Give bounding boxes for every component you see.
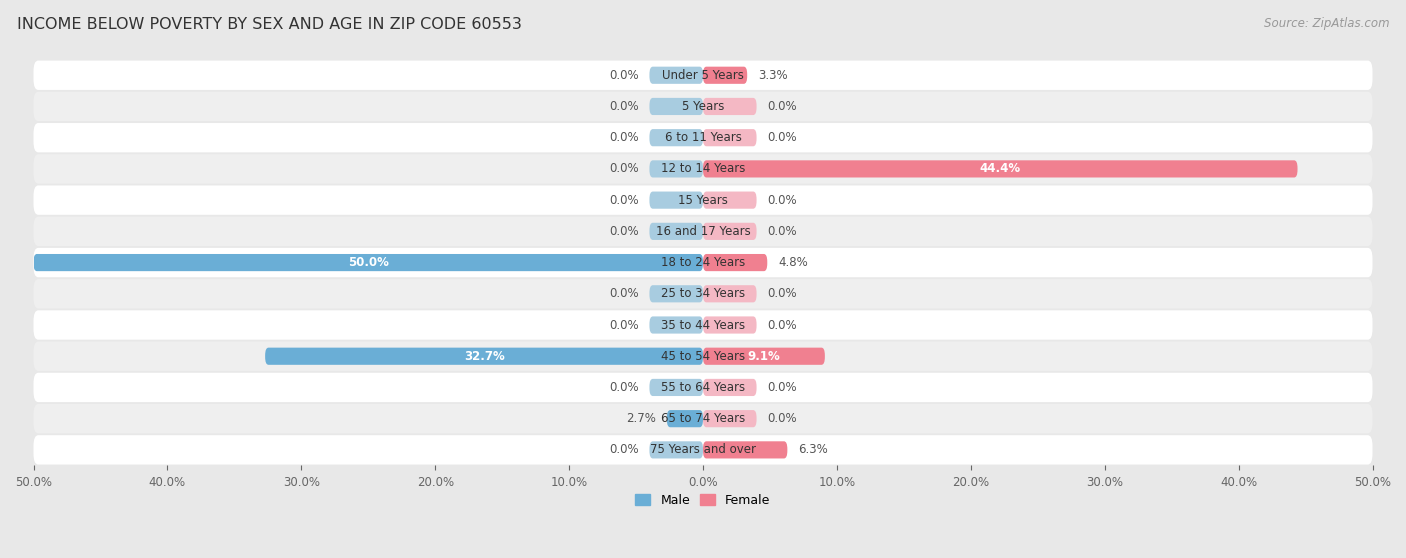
Text: 9.1%: 9.1% <box>748 350 780 363</box>
FancyBboxPatch shape <box>34 254 703 271</box>
Text: 0.0%: 0.0% <box>609 194 638 206</box>
Text: 15 Years: 15 Years <box>678 194 728 206</box>
Text: 50.0%: 50.0% <box>347 256 388 269</box>
Text: 45 to 54 Years: 45 to 54 Years <box>661 350 745 363</box>
Text: 0.0%: 0.0% <box>768 412 797 425</box>
Text: 0.0%: 0.0% <box>609 444 638 456</box>
Text: 12 to 14 Years: 12 to 14 Years <box>661 162 745 175</box>
FancyBboxPatch shape <box>703 160 1298 177</box>
FancyBboxPatch shape <box>703 379 756 396</box>
Text: 35 to 44 Years: 35 to 44 Years <box>661 319 745 331</box>
FancyBboxPatch shape <box>650 316 703 334</box>
Text: INCOME BELOW POVERTY BY SEX AND AGE IN ZIP CODE 60553: INCOME BELOW POVERTY BY SEX AND AGE IN Z… <box>17 17 522 32</box>
Text: 2.7%: 2.7% <box>626 412 657 425</box>
FancyBboxPatch shape <box>34 404 1372 434</box>
Text: 5 Years: 5 Years <box>682 100 724 113</box>
Text: 0.0%: 0.0% <box>609 287 638 300</box>
FancyBboxPatch shape <box>650 191 703 209</box>
Text: 0.0%: 0.0% <box>609 381 638 394</box>
Text: 0.0%: 0.0% <box>768 131 797 144</box>
Text: 0.0%: 0.0% <box>768 194 797 206</box>
FancyBboxPatch shape <box>650 441 703 459</box>
FancyBboxPatch shape <box>34 185 1372 215</box>
FancyBboxPatch shape <box>34 435 1372 465</box>
FancyBboxPatch shape <box>650 285 703 302</box>
FancyBboxPatch shape <box>650 66 703 84</box>
Text: 55 to 64 Years: 55 to 64 Years <box>661 381 745 394</box>
Text: Under 5 Years: Under 5 Years <box>662 69 744 82</box>
Text: 0.0%: 0.0% <box>609 162 638 175</box>
Text: 0.0%: 0.0% <box>609 131 638 144</box>
FancyBboxPatch shape <box>703 191 756 209</box>
Text: 0.0%: 0.0% <box>768 381 797 394</box>
Legend: Male, Female: Male, Female <box>630 489 776 512</box>
Text: 3.3%: 3.3% <box>758 69 787 82</box>
FancyBboxPatch shape <box>650 160 703 177</box>
FancyBboxPatch shape <box>650 98 703 115</box>
FancyBboxPatch shape <box>703 441 787 459</box>
Text: 25 to 34 Years: 25 to 34 Years <box>661 287 745 300</box>
FancyBboxPatch shape <box>34 217 1372 246</box>
FancyBboxPatch shape <box>703 129 756 146</box>
Text: 6 to 11 Years: 6 to 11 Years <box>665 131 741 144</box>
Text: 32.7%: 32.7% <box>464 350 505 363</box>
FancyBboxPatch shape <box>34 279 1372 309</box>
FancyBboxPatch shape <box>34 154 1372 184</box>
Text: 0.0%: 0.0% <box>768 287 797 300</box>
FancyBboxPatch shape <box>266 348 703 365</box>
FancyBboxPatch shape <box>34 341 1372 371</box>
FancyBboxPatch shape <box>34 310 1372 340</box>
Text: 75 Years and over: 75 Years and over <box>650 444 756 456</box>
Text: 6.3%: 6.3% <box>799 444 828 456</box>
Text: 16 and 17 Years: 16 and 17 Years <box>655 225 751 238</box>
FancyBboxPatch shape <box>34 123 1372 152</box>
Text: 0.0%: 0.0% <box>768 225 797 238</box>
FancyBboxPatch shape <box>650 379 703 396</box>
FancyBboxPatch shape <box>703 254 768 271</box>
Text: Source: ZipAtlas.com: Source: ZipAtlas.com <box>1264 17 1389 30</box>
Text: 0.0%: 0.0% <box>609 319 638 331</box>
FancyBboxPatch shape <box>666 410 703 427</box>
FancyBboxPatch shape <box>703 66 747 84</box>
Text: 0.0%: 0.0% <box>609 225 638 238</box>
FancyBboxPatch shape <box>650 129 703 146</box>
FancyBboxPatch shape <box>703 348 825 365</box>
Text: 0.0%: 0.0% <box>609 100 638 113</box>
FancyBboxPatch shape <box>650 223 703 240</box>
Text: 0.0%: 0.0% <box>768 319 797 331</box>
FancyBboxPatch shape <box>34 373 1372 402</box>
FancyBboxPatch shape <box>703 410 756 427</box>
FancyBboxPatch shape <box>34 61 1372 90</box>
Text: 0.0%: 0.0% <box>768 100 797 113</box>
Text: 44.4%: 44.4% <box>980 162 1021 175</box>
FancyBboxPatch shape <box>34 92 1372 121</box>
FancyBboxPatch shape <box>703 316 756 334</box>
FancyBboxPatch shape <box>703 285 756 302</box>
FancyBboxPatch shape <box>703 98 756 115</box>
FancyBboxPatch shape <box>34 248 1372 277</box>
Text: 65 to 74 Years: 65 to 74 Years <box>661 412 745 425</box>
Text: 18 to 24 Years: 18 to 24 Years <box>661 256 745 269</box>
Text: 0.0%: 0.0% <box>609 69 638 82</box>
Text: 4.8%: 4.8% <box>778 256 807 269</box>
FancyBboxPatch shape <box>703 223 756 240</box>
